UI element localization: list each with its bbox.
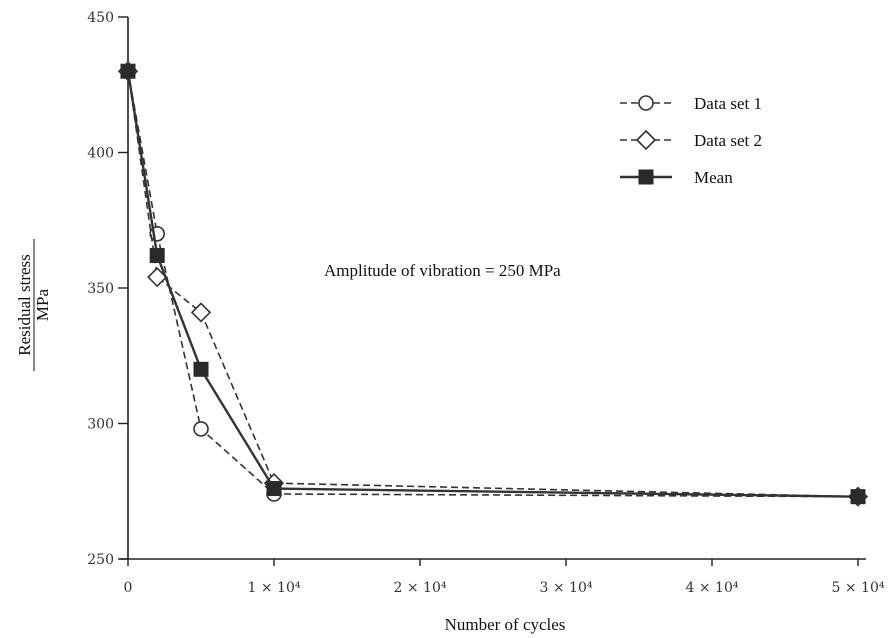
y-axis-title-bottom: MPa — [33, 288, 52, 321]
data-point-data-set-2 — [190, 302, 212, 323]
data-point-mean — [149, 247, 165, 263]
x-tick-label: 2 × 10⁴ — [394, 580, 447, 596]
legend-label: Data set 1 — [694, 94, 762, 113]
y-axis-title: Residual stress MPa — [15, 239, 52, 371]
x-axis-ticks: 0 1 × 10⁴ 2 × 10⁴ 3 × 10⁴ 4 × 10⁴ 5 × 10⁴ — [124, 559, 885, 596]
x-tick-label: 3 × 10⁴ — [540, 580, 593, 596]
y-tick-label: 450 — [87, 10, 114, 26]
amplitude-annotation: Amplitude of vibration = 250 MPa — [324, 261, 561, 280]
y-tick-label: 400 — [87, 146, 114, 162]
legend-marker — [638, 169, 654, 185]
y-tick-label: 300 — [87, 417, 114, 433]
x-tick-label: 0 — [124, 580, 133, 596]
x-tick-label: 4 × 10⁴ — [686, 580, 739, 596]
y-axis-title-top: Residual stress — [15, 254, 34, 356]
legend-marker — [635, 129, 657, 151]
data-point-mean — [266, 481, 282, 497]
legend-item-mean: Mean — [620, 168, 733, 187]
x-tick-label: 1 × 10⁴ — [248, 580, 301, 596]
legend-item-data-set-1: Data set 1 — [620, 94, 762, 113]
legend-label: Mean — [694, 168, 733, 187]
series-data-set-2 — [117, 61, 869, 507]
data-point-mean — [120, 63, 136, 79]
legend-label: Data set 2 — [694, 131, 762, 150]
legend-item-data-set-2: Data set 2 — [620, 129, 762, 151]
x-tick-label: 5 × 10⁴ — [832, 580, 885, 596]
series-mean — [120, 63, 866, 505]
legend: Data set 1 Data set 2 Mean — [620, 94, 762, 187]
data-point-data-set-1 — [193, 421, 209, 437]
series-layer — [117, 61, 869, 507]
y-tick-label: 350 — [87, 281, 114, 297]
y-axis-ticks: 250 300 350 400 450 — [87, 10, 128, 568]
y-tick-label: 250 — [87, 552, 114, 568]
legend-marker — [638, 95, 654, 111]
data-point-mean — [193, 361, 209, 377]
x-axis-title: Number of cycles — [445, 615, 566, 634]
data-point-mean — [850, 489, 866, 505]
